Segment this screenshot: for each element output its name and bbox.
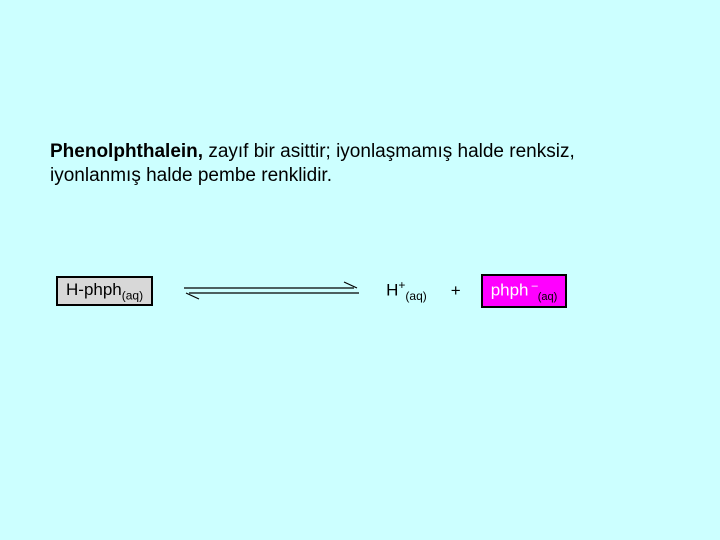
h-plus-main: H	[386, 281, 398, 300]
product-sub: (aq)	[538, 291, 558, 303]
h-plus-term: H+(aq)	[386, 278, 427, 303]
product-box: phph –(aq)	[481, 274, 568, 307]
bold-term: Phenolphthalein,	[50, 141, 203, 162]
description-paragraph: Phenolphthalein, zayıf bir asittir; iyon…	[50, 140, 640, 188]
reactant-main: H-phph	[66, 280, 122, 299]
equation-row: H-phph(aq) H+(aq) + phph –(aq)	[56, 270, 664, 312]
reactant-box: H-phph(aq)	[56, 276, 153, 306]
h-plus-sub: (aq)	[405, 290, 426, 304]
plus-sign: +	[451, 281, 461, 301]
product-main: phph	[491, 281, 529, 300]
equilibrium-arrow	[179, 276, 364, 306]
product-sup: –	[529, 280, 538, 292]
reactant-sub: (aq)	[122, 288, 143, 302]
slide: Phenolphthalein, zayıf bir asittir; iyon…	[0, 0, 720, 540]
